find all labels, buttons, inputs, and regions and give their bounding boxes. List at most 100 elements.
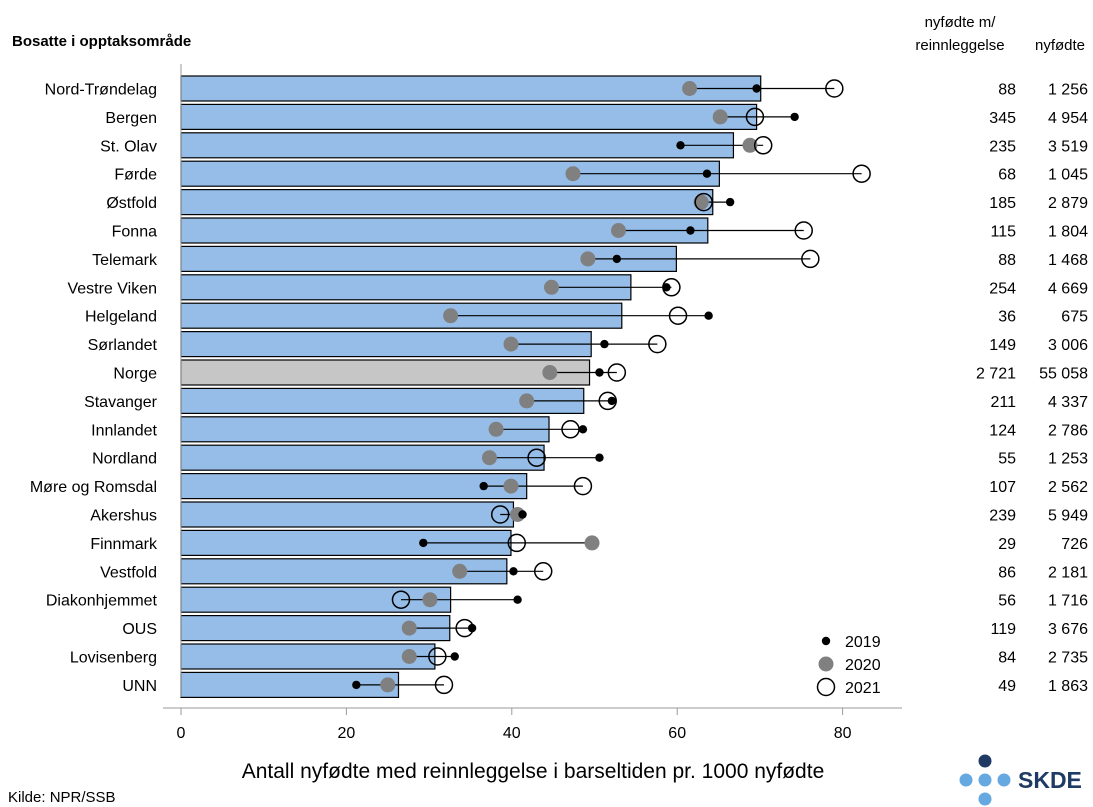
category-label-akershus: Akershus <box>90 508 157 525</box>
bar-stavanger <box>180 387 585 414</box>
x-tick-label-20: 20 <box>338 725 356 742</box>
logo-dot-center <box>978 773 992 787</box>
point-2019-finnmark <box>419 538 428 548</box>
point-2020-lovisenberg <box>401 649 417 664</box>
x-tick-label-0: 0 <box>177 725 186 742</box>
readmitted-count-innlandet: 124 <box>989 422 1016 439</box>
legend-marker-2020 <box>818 656 834 672</box>
category-label-bergen: Bergen <box>105 110 157 127</box>
point-2021-more-og-romsdal <box>573 476 593 496</box>
bar-st-olav <box>180 132 735 159</box>
category-label-nordland: Nordland <box>92 451 157 468</box>
point-2020-innlandet <box>488 421 504 437</box>
point-2021-helgeland <box>668 306 688 325</box>
point-2021-stavanger <box>598 391 617 411</box>
category-label-fonna: Fonna <box>112 224 157 241</box>
births-count-finnmark: 726 <box>1061 536 1088 553</box>
births-count-unn: 1 863 <box>1048 678 1088 695</box>
point-2021-telemark <box>801 249 820 269</box>
x-tick-label-60: 60 <box>668 725 686 742</box>
category-label-stavanger: Stavanger <box>84 394 158 411</box>
point-2019-stavanger <box>607 396 617 406</box>
category-label-diakonhjemmet: Diakonhjemmet <box>46 593 158 610</box>
point-2019-nordland <box>595 453 604 462</box>
readmitted-count-helgeland: 36 <box>998 309 1016 326</box>
births-count-lovisenberg: 2 735 <box>1048 650 1088 667</box>
readmitted-count-ostfold: 185 <box>989 195 1016 212</box>
point-2020-diakonhjemmet <box>422 592 438 608</box>
point-2020-telemark <box>580 251 596 267</box>
births-count-ostfold: 2 879 <box>1048 195 1088 212</box>
births-count-more-og-romsdal: 2 562 <box>1048 479 1088 496</box>
point-2021-ostfold <box>694 192 713 212</box>
point-2019-st-olav <box>676 141 685 150</box>
logo-text: SKDE <box>1018 767 1082 793</box>
births-count-sorlandet: 3 006 <box>1048 337 1088 354</box>
births-count-vestfold: 2 181 <box>1048 564 1088 581</box>
source-note: Kilde: NPR/SSB <box>8 789 116 806</box>
readmitted-count-st-olav: 235 <box>989 138 1016 155</box>
readmitted-count-ous: 119 <box>990 621 1016 638</box>
value-column-layer: 88 1 256 345 4 954 235 3 519 68 1 045 185 2 879 11… <box>976 82 1088 695</box>
point-2019-nord-trondelag <box>752 84 761 93</box>
births-count-helgeland: 675 <box>1061 309 1088 326</box>
point-2020-nordland <box>481 450 497 466</box>
point-2020-unn <box>380 677 396 693</box>
logo-dot-bottom <box>978 792 992 806</box>
point-2020-ostfold <box>693 194 709 210</box>
readmitted-count-vestre-viken: 254 <box>989 280 1016 297</box>
point-2020-nord-trondelag <box>682 81 698 96</box>
x-tick-layer: 0 20 40 60 80 <box>177 708 852 742</box>
births-count-stavanger: 4 337 <box>1048 394 1088 411</box>
legend-label-2019: 2019 <box>845 634 881 651</box>
point-2019-diakonhjemmet <box>513 595 522 604</box>
births-count-norge: 55 058 <box>1039 366 1088 383</box>
logo-dot-top <box>978 754 992 768</box>
category-label-vestre-viken: Vestre Viken <box>67 280 157 297</box>
point-2021-fonna <box>794 221 813 240</box>
point-2021-ous <box>455 618 474 638</box>
point-2020-forde <box>565 166 581 182</box>
point-2021-bergen <box>745 107 765 127</box>
point-2021-vestfold <box>533 562 553 581</box>
category-label-unn: UNN <box>122 678 157 695</box>
bar-lovisenberg <box>180 643 436 670</box>
category-label-nord-trondelag: Nord-Trøndelag <box>45 82 157 99</box>
births-count-nord-trondelag: 1 256 <box>1048 82 1088 99</box>
point-2021-sorlandet <box>648 334 667 354</box>
point-2021-norge <box>607 363 627 382</box>
x-axis-label: Antall nyfødte med reinnleggelse i barse… <box>242 760 825 783</box>
births-count-ous: 3 676 <box>1048 621 1088 638</box>
births-count-telemark: 1 468 <box>1048 252 1088 269</box>
births-count-fonna: 1 804 <box>1048 224 1088 241</box>
births-count-nordland: 1 253 <box>1048 451 1088 468</box>
readmitted-count-sorlandet: 149 <box>989 337 1016 354</box>
readmitted-count-unn: 49 <box>998 678 1016 695</box>
readmitted-count-nord-trondelag: 88 <box>998 82 1016 99</box>
category-label-telemark: Telemark <box>92 252 158 269</box>
point-2019-forde <box>702 169 712 178</box>
category-label-more-og-romsdal: Møre og Romsdal <box>30 479 157 496</box>
bar-norge <box>180 359 591 386</box>
category-label-st-olav: St. Olav <box>100 138 157 155</box>
legend-marker-2019 <box>821 636 831 646</box>
births-count-st-olav: 3 519 <box>1048 138 1088 155</box>
births-count-bergen: 4 954 <box>1048 110 1088 127</box>
point-2020-sorlandet <box>503 336 519 352</box>
legend: 2019 2020 2021 <box>816 634 881 697</box>
point-2020-finnmark <box>584 535 600 551</box>
point-2020-more-og-romsdal <box>503 478 519 494</box>
category-label-innlandet: Innlandet <box>91 422 157 439</box>
readmitted-count-telemark: 88 <box>998 252 1016 269</box>
header-readmitted-line2: reinnleggelse <box>915 37 1004 54</box>
x-tick-label-40: 40 <box>503 725 521 742</box>
point-2020-fonna <box>610 223 626 238</box>
point-2021-nordland <box>527 448 546 467</box>
point-2019-lovisenberg <box>450 652 459 661</box>
category-label-ostfold: Østfold <box>106 195 157 212</box>
category-label-vestfold: Vestfold <box>100 564 157 581</box>
point-2020-norge <box>542 365 558 380</box>
readmitted-count-fonna: 115 <box>990 224 1016 241</box>
point-2021-diakonhjemmet <box>391 590 411 609</box>
